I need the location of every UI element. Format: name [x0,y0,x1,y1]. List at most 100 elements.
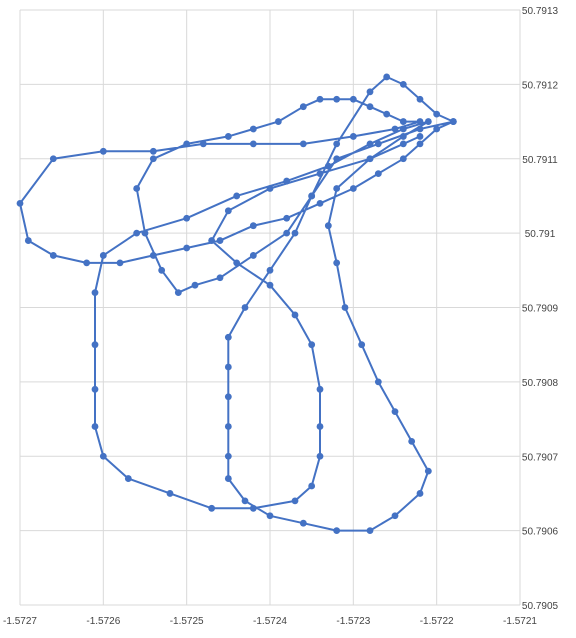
data-point [224,333,232,341]
data-point [183,140,191,148]
data-point [333,155,341,163]
data-point [241,497,249,505]
data-point [399,155,407,163]
data-point [224,207,232,215]
data-point [274,118,282,125]
data-point [199,140,207,148]
data-point [374,378,382,386]
data-point [383,110,391,118]
data-point [116,259,124,267]
data-point [224,423,232,430]
data-point [91,385,99,393]
data-point [99,147,107,155]
data-point [349,185,357,192]
data-point [99,252,107,259]
data-point [124,475,132,482]
y-tick-label: 50.7905 [522,601,559,612]
data-point [166,490,174,497]
data-point [283,214,291,222]
data-point [183,214,191,222]
data-point [333,140,341,148]
data-point [233,192,241,200]
data-point [316,452,324,460]
data-point [366,527,374,535]
data-point [233,259,241,267]
x-tick-label: -1.5721 [503,616,537,627]
data-point [224,393,232,401]
data-point [433,125,441,133]
data-point [283,229,291,237]
y-tick-label: 50.7907 [522,452,559,463]
data-point [183,244,191,252]
data-point [391,408,399,416]
data-point [349,133,357,140]
x-tick-label: -1.5724 [253,616,287,627]
data-point [399,140,407,148]
data-point [49,155,57,163]
y-tick-label: 50.7911 [522,155,558,166]
data-point [316,95,324,103]
data-point [216,274,224,282]
data-point [141,229,149,237]
data-point [49,252,57,259]
data-point [433,110,441,118]
data-point [374,140,382,148]
data-point [241,304,249,311]
data-point [83,259,91,267]
y-tick-label: 50.7908 [522,378,559,389]
data-point [224,133,232,140]
data-point [249,125,257,133]
data-point [91,423,99,430]
data-point [316,199,324,207]
data-point [416,95,424,103]
data-point [149,252,157,259]
data-point [308,192,316,200]
data-point [416,125,424,133]
data-point [208,237,216,244]
gridlines [19,9,521,606]
data-point [266,185,274,192]
data-point [224,475,232,482]
data-point [299,103,307,111]
data-point [416,118,424,125]
data-point [133,229,141,237]
data-point [424,118,432,125]
data-point [308,482,316,490]
data-point [449,118,457,125]
data-point [208,504,216,512]
data-point [224,363,232,371]
data-point [399,125,407,133]
data-point [216,237,224,244]
data-point [283,177,291,185]
data-point [266,281,274,289]
data-point [366,155,374,163]
data-point [316,170,324,178]
data-point [341,304,349,311]
data-point [316,423,324,430]
data-point [333,95,341,103]
x-tick-label: -1.5725 [170,616,204,627]
data-point [399,118,407,125]
data-point [408,437,416,445]
data-point [416,490,424,497]
data-point [249,252,257,259]
data-point [149,155,157,163]
data-point [299,519,307,527]
data-point [266,512,274,520]
y-tick-label: 50.7909 [522,304,559,315]
data-point [399,133,407,140]
y-tick-label: 50.791 [525,229,556,240]
data-point [24,237,32,244]
data-point [383,73,391,81]
data-point [16,199,24,207]
data-point [291,311,299,319]
data-point [91,289,99,297]
data-point [416,133,424,140]
x-tick-label: -1.5723 [336,616,370,627]
data-point [324,162,332,170]
x-tick-label: -1.5727 [3,616,37,627]
x-tick-label: -1.5722 [420,616,454,627]
data-point [249,504,257,512]
